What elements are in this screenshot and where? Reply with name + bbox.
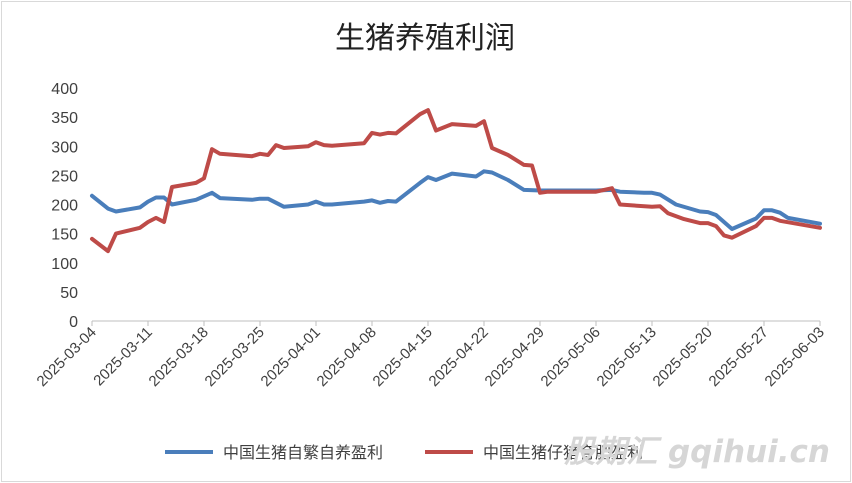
legend-label-2: 中国生猪仔猪育肥盈利: [483, 443, 643, 462]
y-tick-label: 0: [69, 314, 78, 331]
x-tick-label: 2025-05-13: [594, 324, 660, 390]
series-line-2: [90, 108, 822, 254]
x-tick-label: 2025-04-15: [370, 324, 436, 390]
x-tick-label: 2025-03-25: [202, 324, 268, 390]
y-tick-label: 200: [51, 198, 78, 215]
series-line-1: [90, 169, 822, 231]
x-tick-label: 2025-04-01: [258, 324, 324, 390]
y-tick-label: 50: [60, 285, 78, 302]
x-tick-label: 2025-04-08: [314, 324, 380, 390]
x-tick-label: 2025-04-29: [482, 324, 548, 390]
watermark-text: 股期汇 gqihui.cn: [563, 434, 830, 470]
y-tick-label: 400: [51, 81, 78, 98]
y-tick-label: 100: [51, 256, 78, 273]
y-tick-label: 150: [51, 227, 78, 244]
x-tick-label: 2025-05-06: [538, 324, 604, 390]
x-tick-label: 2025-05-20: [650, 324, 716, 390]
y-axis: 0 50 100 150 200 250 300 350 400: [51, 81, 78, 331]
y-tick-label: 300: [51, 139, 78, 156]
x-tick-label: 2025-05-27: [706, 324, 772, 390]
y-tick-label: 350: [51, 110, 78, 127]
chart-title: 生猪养殖利润: [335, 21, 515, 56]
x-tick-label: 2025-03-18: [146, 324, 212, 390]
x-tick-label: 2025-06-03: [762, 324, 828, 390]
x-axis: 2025-03-042025-03-112025-03-182025-03-25…: [34, 320, 828, 390]
legend-label-1: 中国生猪自繁自养盈利: [223, 443, 383, 462]
x-tick-label: 2025-04-22: [426, 324, 492, 390]
x-tick-label: 2025-03-04: [34, 324, 100, 390]
series-layer: [90, 108, 822, 254]
legend: 中国生猪自繁自养盈利 中国生猪仔猪育肥盈利: [165, 443, 643, 462]
y-tick-label: 250: [51, 168, 78, 185]
